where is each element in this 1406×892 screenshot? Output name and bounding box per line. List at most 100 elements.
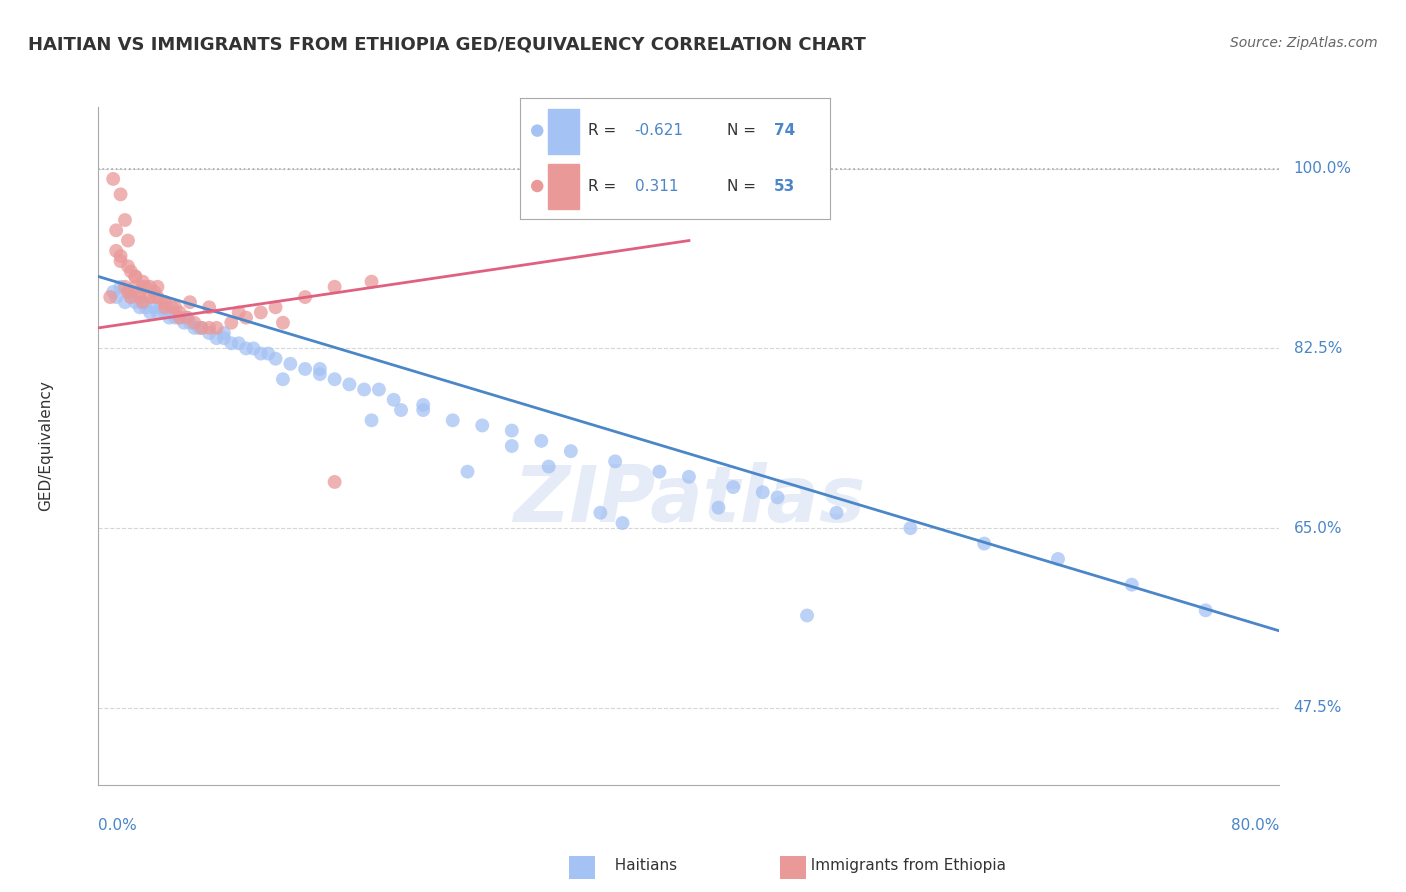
Point (678, 470, 700, 484)
Text: 80.0%: 80.0% (1232, 818, 1279, 832)
Text: Haitians: Haitians (605, 858, 676, 872)
Point (124, 269, 146, 284)
Point (766, 491, 789, 505)
Point (143, 301, 166, 315)
Point (117, 285, 139, 299)
Point (153, 301, 176, 315)
FancyBboxPatch shape (548, 164, 579, 209)
Point (973, 536, 995, 550)
Point (198, 321, 221, 335)
Point (105, 223, 128, 237)
Point (250, 346, 273, 360)
Point (187, 321, 209, 335)
Point (257, 346, 280, 360)
Point (117, 234, 139, 248)
Point (146, 305, 169, 319)
Point (648, 465, 671, 479)
Point (264, 301, 287, 315)
Point (165, 301, 187, 315)
Point (110, 187, 132, 202)
Point (389, 403, 412, 417)
Point (751, 485, 773, 500)
Point (165, 310, 187, 325)
Point (360, 413, 382, 427)
Point (132, 295, 155, 310)
Point (143, 285, 166, 299)
Point (382, 392, 405, 407)
Point (124, 280, 146, 294)
Point (132, 280, 155, 294)
Point (162, 305, 183, 319)
Text: 47.5%: 47.5% (1294, 700, 1341, 715)
Point (560, 444, 582, 458)
Text: 65.0%: 65.0% (1294, 521, 1341, 536)
Point (135, 301, 157, 315)
Point (191, 321, 214, 335)
Text: 74: 74 (773, 123, 796, 138)
Text: N =: N = (727, 178, 761, 194)
Point (309, 367, 332, 381)
Text: Source: ZipAtlas.com: Source: ZipAtlas.com (1230, 36, 1378, 50)
Text: N =: N = (727, 123, 761, 138)
Point (117, 259, 139, 273)
Point (146, 280, 169, 294)
Point (360, 275, 382, 289)
Point (114, 213, 136, 227)
Point (1121, 577, 1143, 591)
Point (139, 290, 162, 304)
Point (132, 295, 155, 310)
Point (103, 172, 125, 186)
Point (205, 331, 228, 345)
Point (323, 280, 346, 294)
Text: -0.621: -0.621 (634, 123, 683, 138)
Point (278, 357, 302, 371)
Point (441, 413, 464, 427)
Point (250, 305, 273, 319)
Point (294, 290, 316, 304)
Point (471, 418, 494, 433)
Point (105, 244, 128, 258)
Point (169, 305, 191, 319)
Point (114, 280, 136, 294)
Point (501, 439, 523, 453)
Point (537, 459, 560, 474)
Point (176, 310, 198, 325)
Point (117, 285, 139, 299)
Text: HAITIAN VS IMMIGRANTS FROM ETHIOPIA GED/EQUIVALENCY CORRELATION CHART: HAITIAN VS IMMIGRANTS FROM ETHIOPIA GED/… (28, 36, 866, 54)
Point (179, 295, 201, 310)
Point (114, 295, 136, 310)
Point (219, 336, 243, 351)
Point (143, 290, 166, 304)
Point (723, 480, 745, 494)
Point (146, 290, 169, 304)
Point (456, 465, 478, 479)
Point (228, 336, 250, 351)
Point (412, 398, 434, 412)
Point (169, 310, 191, 325)
Text: 82.5%: 82.5% (1294, 341, 1341, 356)
Point (110, 249, 132, 263)
Point (825, 506, 848, 520)
Point (128, 285, 150, 299)
Point (242, 342, 264, 356)
Point (228, 305, 250, 319)
Point (1195, 603, 1218, 617)
Point (605, 454, 627, 468)
Point (139, 305, 162, 319)
Point (198, 326, 221, 340)
Text: 100.0%: 100.0% (1294, 161, 1351, 176)
Point (128, 301, 150, 315)
Point (501, 424, 523, 438)
Point (120, 290, 142, 304)
Point (120, 264, 142, 278)
Point (179, 316, 201, 330)
Point (309, 362, 332, 376)
Text: 0.0%: 0.0% (98, 818, 138, 832)
Point (128, 290, 150, 304)
Point (162, 301, 183, 315)
Point (707, 500, 730, 515)
Point (103, 285, 125, 299)
Point (153, 305, 176, 319)
Point (264, 351, 287, 366)
Point (900, 521, 922, 535)
